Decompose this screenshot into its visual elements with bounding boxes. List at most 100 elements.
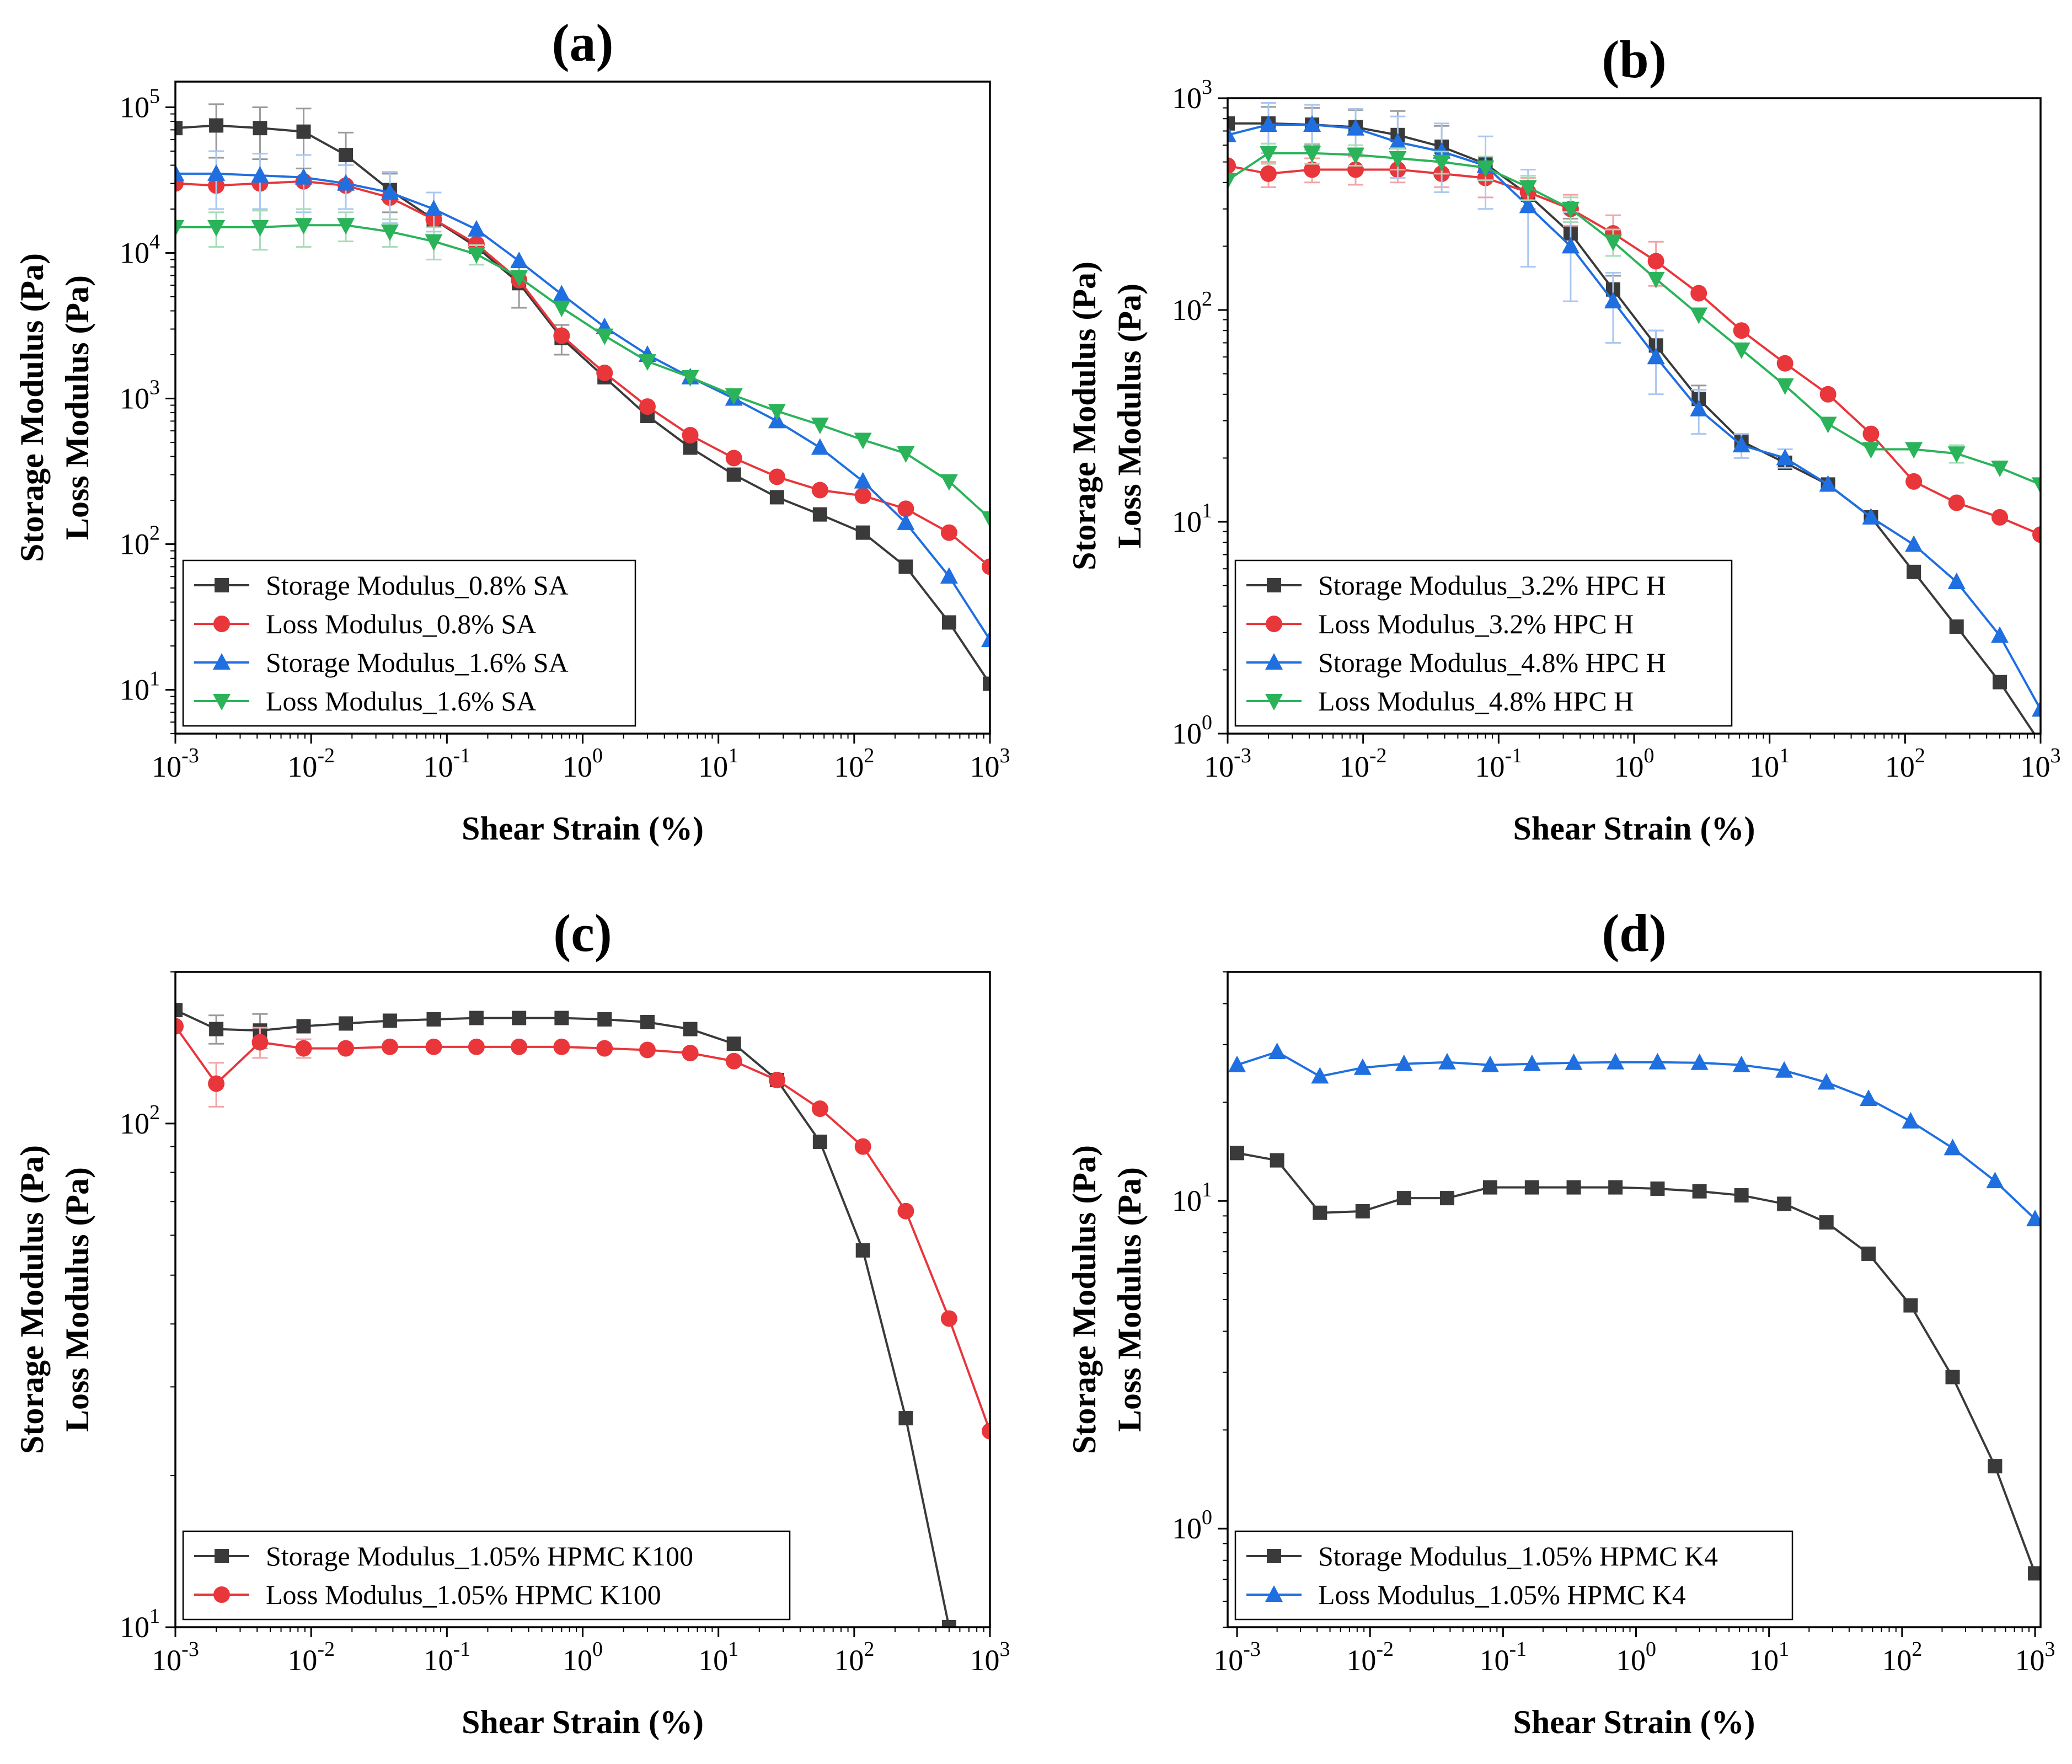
data-point: [1949, 619, 1964, 634]
series-line: [1236, 1050, 2036, 1220]
data-point: [1433, 142, 1451, 159]
data-point: [175, 164, 184, 181]
data-point: [1862, 442, 1880, 459]
legend-entry: Storage Modulus_1.6% SA: [266, 647, 569, 678]
legend-box: [182, 559, 636, 727]
panel-title: (c): [553, 904, 612, 963]
data-point: [811, 482, 828, 499]
x-tick-exponent: 2: [864, 1638, 874, 1661]
data-point: [1304, 161, 1321, 178]
y-tick-label: 103: [1172, 76, 1212, 115]
x-tick-exponent: 1: [728, 744, 738, 767]
x-tick-exponent: -3: [181, 744, 199, 767]
x-ticks: 10-3 10-2 10-1 100 101 102 103: [1204, 734, 2061, 783]
x-ticks: 10-3 10-2 10-1 100 101 102 103: [152, 1627, 1010, 1677]
data-point: [1905, 442, 1923, 459]
data-point: [768, 468, 785, 485]
plot-area: [175, 103, 990, 691]
data-point: [1948, 494, 1965, 511]
x-tick-exponent: -3: [1234, 744, 1251, 767]
x-axis-label: Shear Strain (%): [462, 810, 704, 847]
x-tick-exponent: 2: [1912, 1638, 1922, 1661]
data-point: [1819, 416, 1837, 434]
data-point: [2026, 1210, 2041, 1227]
data-point: [1986, 1172, 2004, 1189]
data-point: [295, 1040, 312, 1057]
data-point: [296, 1019, 311, 1034]
data-point: [769, 490, 784, 505]
x-tick-base: 10: [1882, 1644, 1912, 1677]
data-point: [1268, 1043, 1286, 1060]
x-ticks: 10-3 10-2 10-1 100 101 102 103: [152, 734, 1010, 783]
data-point: [1647, 271, 1665, 288]
data-point: [554, 1011, 569, 1025]
data-point: [1260, 165, 1277, 182]
data-point: [425, 234, 443, 251]
y-tick-exponent: 3: [149, 376, 160, 399]
x-tick-base: 10: [970, 750, 1000, 783]
data-point: [425, 200, 443, 217]
data-point: [1945, 1370, 1960, 1385]
data-point: [1905, 535, 1923, 552]
data-point: [1565, 1053, 1583, 1070]
x-tick-base: 10: [424, 750, 453, 783]
x-tick-label: 103: [970, 744, 1010, 783]
data-point: [1692, 1184, 1707, 1199]
legend-swatch-marker: [1266, 616, 1282, 632]
x-tick-exponent: -1: [453, 1638, 471, 1661]
data-point: [553, 300, 571, 317]
data-point: [1433, 154, 1451, 172]
data-point: [1860, 1089, 1878, 1106]
data-point: [1819, 475, 1837, 492]
data-point: [854, 432, 872, 450]
x-tick-base: 10: [1346, 1644, 1376, 1677]
x-tick-label: 10-2: [287, 1638, 335, 1677]
x-tick-label: 10-2: [287, 744, 335, 783]
plot-frame: [1227, 971, 2042, 1628]
data-point: [1604, 292, 1622, 309]
x-tick-label: 10-1: [1475, 744, 1523, 783]
y-tick-base: 10: [1172, 1512, 1202, 1545]
data-point: [1347, 147, 1365, 164]
x-tick-base: 10: [424, 1644, 453, 1677]
x-tick-exponent: -3: [181, 1638, 199, 1661]
x-tick-base: 10: [1749, 750, 1779, 783]
x-tick-label: 10-3: [152, 1638, 199, 1677]
y-tick-label: 101: [1172, 1178, 1212, 1217]
legend: Storage Modulus_1.05% HPMC K4 Loss Modulu…: [1234, 1530, 1793, 1621]
data-point: [982, 1423, 990, 1440]
data-point: [1396, 1191, 1411, 1206]
legend-entry: Storage Modulus_3.2% HPC H: [1318, 570, 1666, 601]
x-tick-exponent: -2: [1369, 744, 1387, 767]
x-tick-exponent: -1: [453, 744, 471, 767]
x-axis-label: Shear Strain (%): [462, 1704, 704, 1740]
series-red: [175, 1018, 990, 1440]
x-tick-exponent: 0: [592, 744, 603, 767]
data-point: [426, 1012, 441, 1027]
data-point: [1991, 626, 2009, 643]
x-tick-label: 10-3: [1204, 744, 1251, 783]
x-tick-base: 10: [1749, 1644, 1779, 1677]
data-point: [1607, 1052, 1625, 1070]
data-point: [553, 285, 571, 302]
data-point: [1732, 436, 1750, 453]
data-point: [1862, 425, 1880, 442]
data-point: [2032, 526, 2041, 543]
y-tick-label: 102: [120, 522, 160, 561]
data-point: [1228, 173, 1236, 190]
data-point: [338, 1040, 355, 1057]
x-tick-label: 10-2: [1346, 1638, 1394, 1677]
x-tick-base: 10: [698, 1644, 728, 1677]
data-point: [1947, 573, 1966, 590]
x-tick-base: 10: [152, 750, 181, 783]
x-tick-label: 101: [1749, 744, 1790, 783]
x-tick-label: 100: [1614, 744, 1655, 783]
data-point: [1230, 1146, 1245, 1161]
y-tick-base: 10: [1172, 505, 1202, 538]
data-point: [1566, 1180, 1581, 1195]
x-tick-label: 103: [2021, 744, 2061, 783]
x-tick-base: 10: [834, 750, 864, 783]
